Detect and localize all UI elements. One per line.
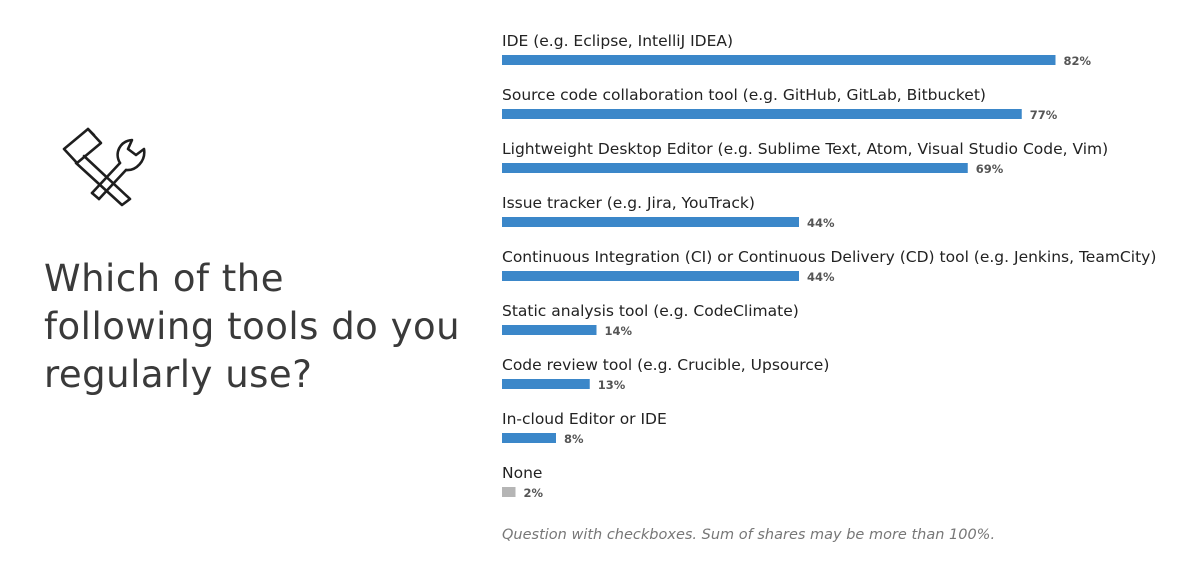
bar — [502, 217, 799, 227]
value-label: 69% — [976, 162, 1004, 176]
category-label: IDE (e.g. Eclipse, IntelliJ IDEA) — [502, 32, 733, 50]
bar — [502, 433, 556, 443]
value-label: 44% — [807, 270, 835, 284]
value-label: 82% — [1064, 54, 1092, 68]
bar — [502, 325, 597, 335]
bar — [502, 379, 590, 389]
category-label: Code review tool (e.g. Crucible, Upsourc… — [502, 356, 829, 374]
value-label: 44% — [807, 216, 835, 230]
value-label: 14% — [605, 324, 633, 338]
bar — [502, 109, 1022, 119]
value-label: 2% — [524, 486, 544, 500]
value-label: 77% — [1030, 108, 1058, 122]
question-title: Which of the following tools do you regu… — [44, 257, 461, 396]
footnote: Question with checkboxes. Sum of shares … — [502, 527, 996, 543]
category-label: In-cloud Editor or IDE — [502, 410, 667, 428]
category-label: Continuous Integration (CI) or Continuou… — [502, 248, 1156, 266]
bar — [502, 271, 799, 281]
category-label: Lightweight Desktop Editor (e.g. Sublime… — [502, 140, 1108, 158]
bar-chart: IDE (e.g. Eclipse, IntelliJ IDEA) 82% Sour… — [502, 32, 1156, 500]
bar — [502, 55, 1056, 65]
category-label: None — [502, 464, 542, 482]
value-label: 8% — [564, 432, 584, 446]
category-label: Static analysis tool (e.g. CodeClimate) — [502, 302, 799, 320]
hammer-and-wrench-icon — [62, 127, 146, 207]
value-label: 13% — [598, 378, 626, 392]
bar — [502, 487, 516, 497]
bar — [502, 163, 968, 173]
category-label: Source code collaboration tool (e.g. Git… — [502, 86, 986, 104]
category-label: Issue tracker (e.g. Jira, YouTrack) — [502, 194, 755, 212]
